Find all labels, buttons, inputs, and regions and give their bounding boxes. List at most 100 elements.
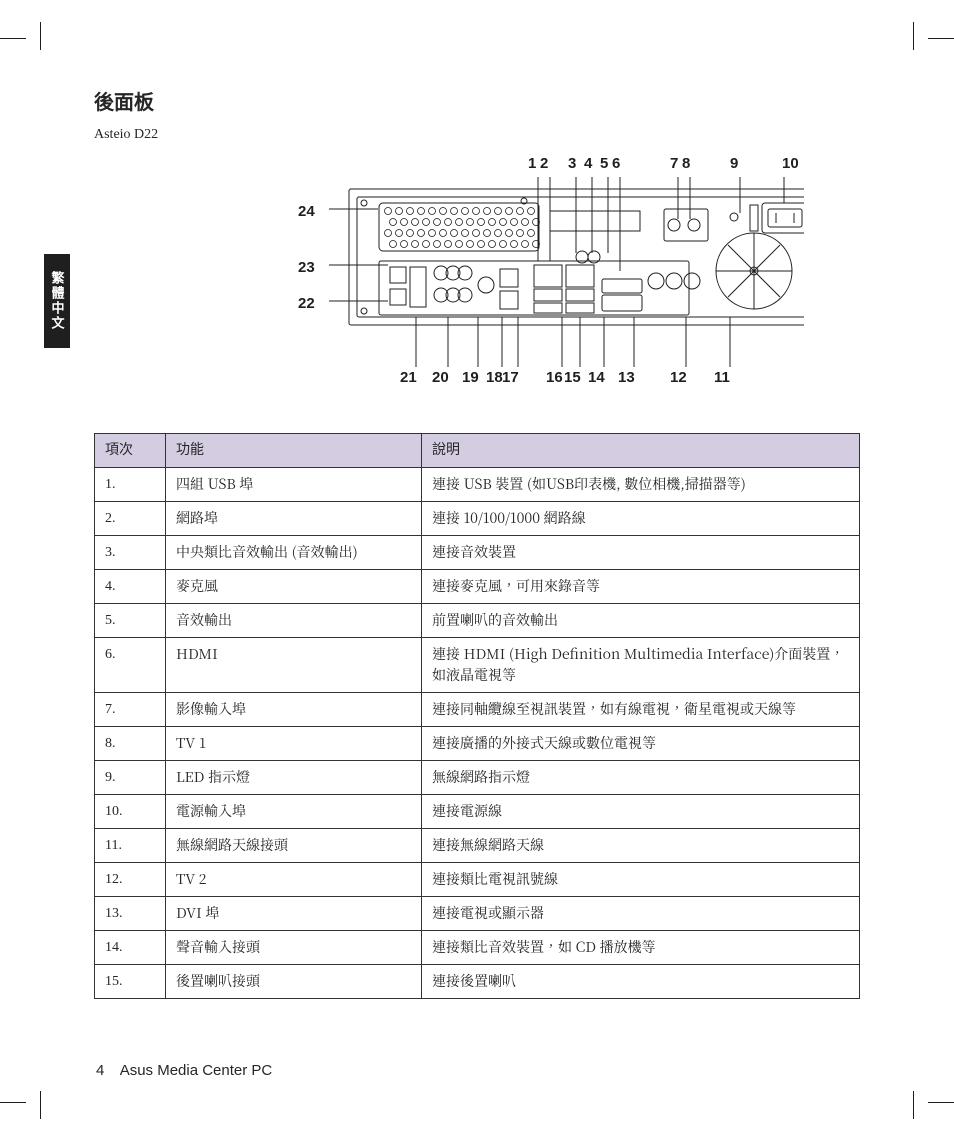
table-row: 3.中央類比音效輸出 (音效輸出)連接音效裝置: [95, 536, 860, 570]
callout-number: 5: [600, 155, 608, 172]
table-row: 13.DVI 埠連接電視或顯示器: [95, 897, 860, 931]
section-title: 後面板: [94, 86, 860, 115]
table-row: 1.四組 USB 埠連接 USB 裝置 (如USB印表機, 數位相機,掃描器等): [95, 468, 860, 502]
callout-number: 7: [670, 155, 678, 172]
table-row: 4.麥克風連接麥克風，可用來錄音等: [95, 570, 860, 604]
callout-number: 8: [682, 155, 690, 172]
callout-number: 23: [298, 259, 315, 276]
callout-number: 3: [568, 155, 576, 172]
cell-num: 10.: [95, 795, 166, 829]
cell-func: 無線網路天線接頭: [166, 829, 422, 863]
table-row: 5.音效輸出前置喇叭的音效輸出: [95, 604, 860, 638]
table-row: 12.TV 2連接類比電視訊號線: [95, 863, 860, 897]
cell-num: 4.: [95, 570, 166, 604]
cell-num: 3.: [95, 536, 166, 570]
cell-desc: 連接音效裝置: [422, 536, 860, 570]
cell-func: TV 1: [166, 727, 422, 761]
cell-desc: 前置喇叭的音效輸出: [422, 604, 860, 638]
table-row: 8.TV 1連接廣播的外接式天線或數位電視等: [95, 727, 860, 761]
callout-number: 11: [714, 369, 730, 386]
cell-func: DVI 埠: [166, 897, 422, 931]
header-desc: 說明: [422, 434, 860, 468]
cell-num: 14.: [95, 931, 166, 965]
cell-desc: 連接類比電視訊號線: [422, 863, 860, 897]
cell-desc: 連接 10/100/1000 網路線: [422, 502, 860, 536]
table-row: 9.LED 指示燈無線網路指示燈: [95, 761, 860, 795]
cell-num: 11.: [95, 829, 166, 863]
callout-number: 24: [298, 203, 315, 220]
cell-num: 6.: [95, 638, 166, 693]
cell-func: LED 指示燈: [166, 761, 422, 795]
cell-num: 5.: [95, 604, 166, 638]
cell-func: 音效輸出: [166, 604, 422, 638]
header-func: 功能: [166, 434, 422, 468]
cell-func: 後置喇叭接頭: [166, 965, 422, 999]
callout-number: 22: [298, 295, 315, 312]
callout-number: 4: [584, 155, 592, 172]
crop-mark-tr: [916, 22, 954, 62]
callout-number: 16: [546, 369, 563, 386]
callout-number: 13: [618, 369, 635, 386]
callout-number: 19: [462, 369, 479, 386]
cell-func: 麥克風: [166, 570, 422, 604]
cell-desc: 連接無線網路天線: [422, 829, 860, 863]
callout-number: 2: [540, 155, 548, 172]
cell-func: TV 2: [166, 863, 422, 897]
table-row: 6.HDMI連接 HDMI (High Definition Multimedi…: [95, 638, 860, 693]
table-header-row: 項次 功能 說明: [95, 434, 860, 468]
page: 繁體中文 後面板 Asteio D22: [0, 0, 954, 1141]
cell-desc: 連接麥克風，可用來錄音等: [422, 570, 860, 604]
rear-panel-diagram: 123456789102423222120191817161514131211: [194, 161, 804, 411]
language-tab: 繁體中文: [44, 254, 70, 348]
table-row: 11.無線網路天線接頭連接無線網路天線: [95, 829, 860, 863]
callout-number: 14: [588, 369, 605, 386]
cell-num: 8.: [95, 727, 166, 761]
callout-number: 21: [400, 369, 417, 386]
cell-func: 聲音輸入接頭: [166, 931, 422, 965]
cell-desc: 連接後置喇叭: [422, 965, 860, 999]
cell-func: 影像輸入埠: [166, 693, 422, 727]
cell-desc: 連接廣播的外接式天線或數位電視等: [422, 727, 860, 761]
cell-num: 15.: [95, 965, 166, 999]
table-row: 7.影像輸入埠連接同軸纜線至視訊裝置，如有線電視，衛星電視或天線等: [95, 693, 860, 727]
cell-desc: 無線網路指示燈: [422, 761, 860, 795]
model-name: Asteio D22: [94, 127, 860, 143]
page-number: 4: [96, 1062, 104, 1079]
crop-mark-br: [916, 1079, 954, 1119]
cell-func: HDMI: [166, 638, 422, 693]
callout-number: 20: [432, 369, 449, 386]
cell-desc: 連接電源線: [422, 795, 860, 829]
cell-num: 2.: [95, 502, 166, 536]
crop-mark-tl: [0, 22, 38, 62]
crop-mark-bl: [0, 1079, 38, 1119]
cell-func: 電源輸入埠: [166, 795, 422, 829]
cell-func: 四組 USB 埠: [166, 468, 422, 502]
callout-number: 9: [730, 155, 738, 172]
cell-func: 網路埠: [166, 502, 422, 536]
page-footer: 4 Asus Media Center PC: [96, 1062, 272, 1079]
footer-title: Asus Media Center PC: [120, 1062, 273, 1079]
cell-num: 7.: [95, 693, 166, 727]
cell-desc: 連接 HDMI (High Definition Multimedia Inte…: [422, 638, 860, 693]
callout-number: 12: [670, 369, 687, 386]
cell-desc: 連接 USB 裝置 (如USB印表機, 數位相機,掃描器等): [422, 468, 860, 502]
callout-number: 15: [564, 369, 581, 386]
table-row: 2.網路埠連接 10/100/1000 網路線: [95, 502, 860, 536]
table-row: 10.電源輸入埠連接電源線: [95, 795, 860, 829]
content-area: 後面板 Asteio D22: [94, 86, 860, 999]
callout-number: 18: [486, 369, 503, 386]
cell-desc: 連接同軸纜線至視訊裝置，如有線電視，衛星電視或天線等: [422, 693, 860, 727]
cell-num: 12.: [95, 863, 166, 897]
callout-number: 1: [528, 155, 536, 172]
callout-number: 17: [502, 369, 519, 386]
cell-num: 1.: [95, 468, 166, 502]
port-table: 項次 功能 說明 1.四組 USB 埠連接 USB 裝置 (如USB印表機, 數…: [94, 433, 860, 999]
callout-number: 6: [612, 155, 620, 172]
cell-num: 13.: [95, 897, 166, 931]
cell-func: 中央類比音效輸出 (音效輸出): [166, 536, 422, 570]
cell-desc: 連接類比音效裝置，如 CD 播放機等: [422, 931, 860, 965]
table-row: 14.聲音輸入接頭連接類比音效裝置，如 CD 播放機等: [95, 931, 860, 965]
callout-number: 10: [782, 155, 799, 172]
table-row: 15.後置喇叭接頭連接後置喇叭: [95, 965, 860, 999]
header-num: 項次: [95, 434, 166, 468]
